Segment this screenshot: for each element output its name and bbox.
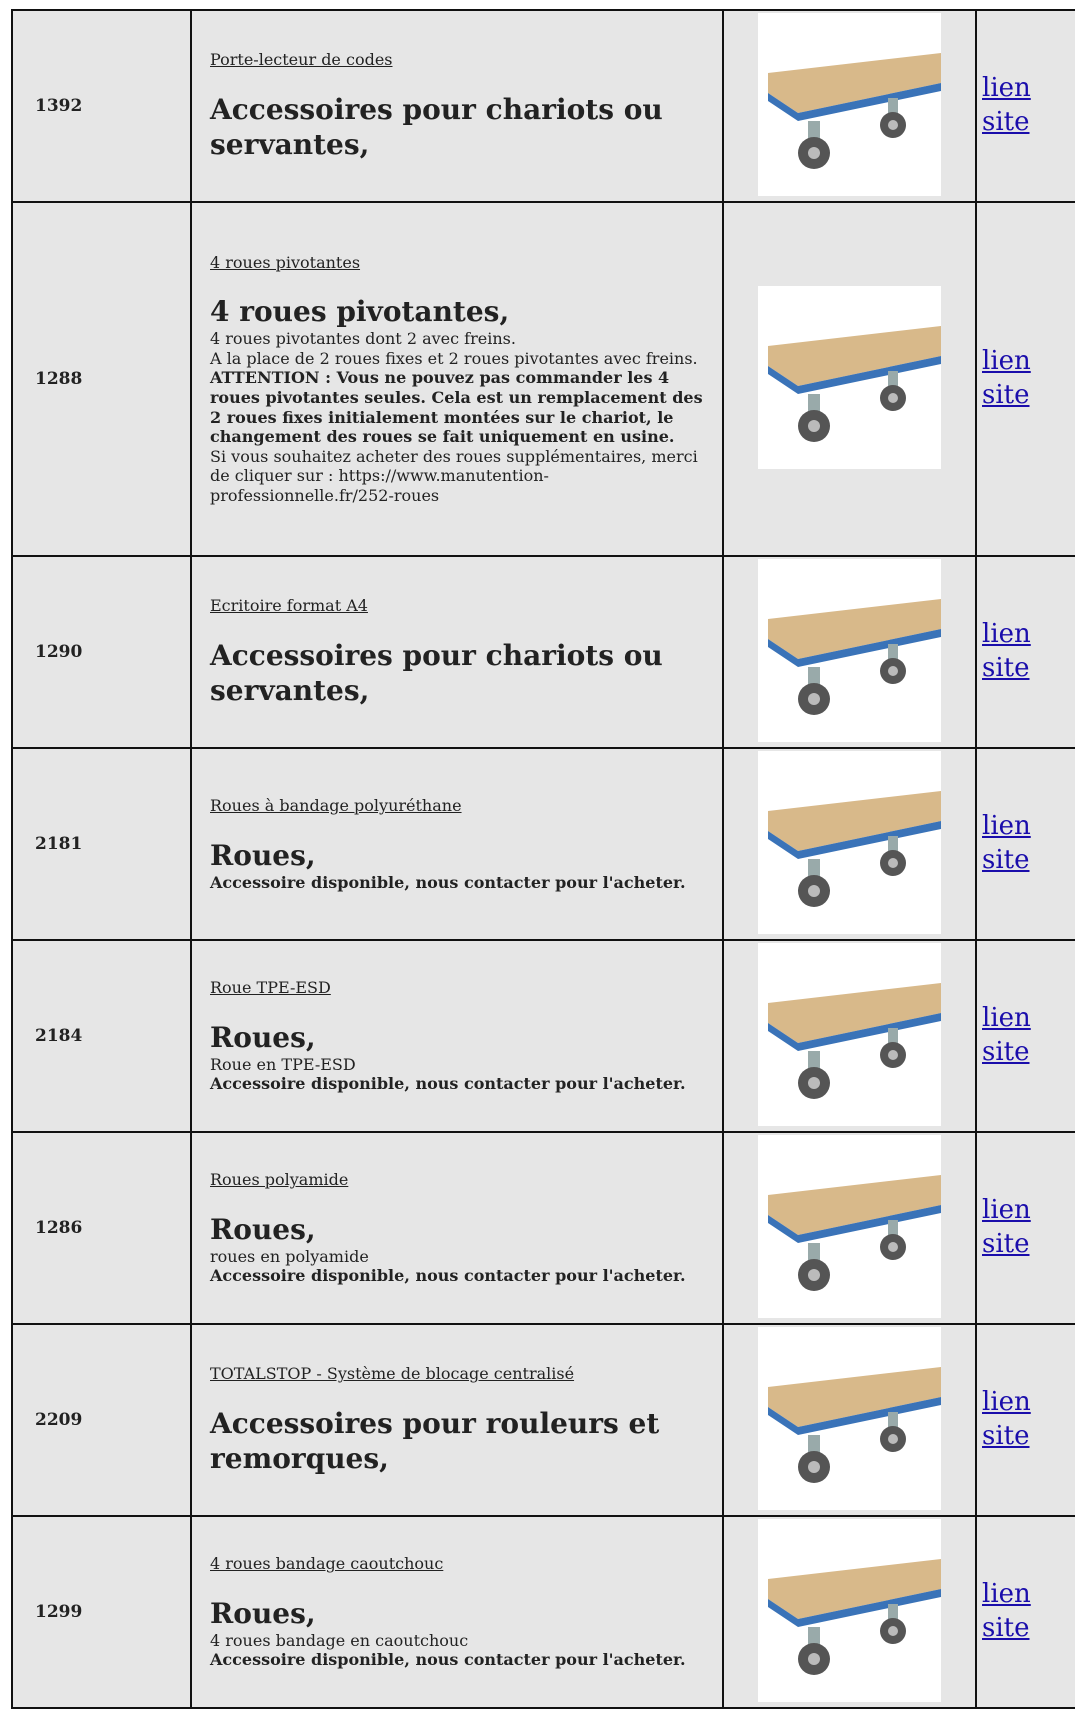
detail-text: Accessoire disponible, nous contacter po… <box>210 872 686 892</box>
link-cell: lien site <box>975 555 1075 749</box>
detail-text: 4 roues bandage en caoutchouc <box>210 1630 469 1650</box>
product-id: 2184 <box>11 939 192 1133</box>
product-image <box>768 790 941 907</box>
product-link[interactable]: 4 roues pivotantes <box>210 252 361 272</box>
description-cell: 4 roues bandage caoutchouc Roues, 4 roues … <box>190 1515 724 1709</box>
description-cell: Roues polyamide Roues, roues en polyamide A… <box>190 1131 724 1325</box>
accessories-table: 1392 Porte-lecteur de codes Accessoires po… <box>11 9 1075 1709</box>
product-image <box>768 325 941 442</box>
product-image <box>768 1366 941 1483</box>
image-frame <box>758 750 941 934</box>
detail-text: Accessoire disponible, nous contacter po… <box>210 1650 686 1670</box>
image-frame <box>758 1518 941 1702</box>
site-link[interactable]: lien site <box>982 346 1031 410</box>
image-frame <box>758 285 941 469</box>
image-cell <box>722 9 977 203</box>
table-row: 1290 Ecritoire format A4 Accessoires pour … <box>11 555 1075 749</box>
category-heading: Roues, <box>210 1596 316 1630</box>
description-cell: TOTALSTOP - Système de blocage centralis… <box>190 1323 724 1517</box>
product-id: 1299 <box>11 1515 192 1709</box>
table-row: 1286 Roues polyamide Roues, roues en polyam… <box>11 1131 1075 1325</box>
link-cell: lien site <box>975 1131 1075 1325</box>
category-heading: Roues, <box>210 1020 316 1054</box>
description-cell: Roue TPE-ESD Roues, Roue en TPE-ESD Accesso… <box>190 939 724 1133</box>
detail-text: Si vous souhaitez acheter des roues supp… <box>210 446 698 505</box>
table-body: 1392 Porte-lecteur de codes Accessoires po… <box>11 9 1075 1709</box>
link-cell: lien site <box>975 939 1075 1133</box>
product-link[interactable]: Roues polyamide <box>210 1170 349 1190</box>
image-frame <box>758 942 941 1126</box>
detail-text: roues en polyamide <box>210 1246 369 1266</box>
link-cell: lien site <box>975 1515 1075 1709</box>
category-heading: Accessoires pour chariots ou servantes, <box>210 638 663 707</box>
product-link[interactable]: Roue TPE-ESD <box>210 978 331 998</box>
product-image <box>768 52 941 169</box>
product-link[interactable]: Roues à bandage polyuréthane <box>210 795 462 815</box>
image-cell <box>722 555 977 749</box>
site-link[interactable]: lien site <box>982 73 1031 137</box>
product-image <box>768 1558 941 1675</box>
detail-text: 4 roues pivotantes dont 2 avec freins. <box>210 329 516 349</box>
product-id: 1286 <box>11 1131 192 1325</box>
link-cell: lien site <box>975 9 1075 203</box>
site-link[interactable]: lien site <box>982 1195 1031 1259</box>
product-id: 1290 <box>11 555 192 749</box>
link-cell: lien site <box>975 747 1075 941</box>
detail-text: Accessoire disponible, nous contacter po… <box>210 1074 686 1094</box>
image-frame <box>758 558 941 742</box>
category-heading: Roues, <box>210 838 316 872</box>
product-image <box>768 598 941 715</box>
description-cell: 4 roues pivotantes 4 roues pivotantes, 4 r… <box>190 201 724 557</box>
link-cell: lien site <box>975 201 1075 557</box>
image-cell <box>722 201 977 557</box>
product-image <box>768 982 941 1099</box>
image-cell <box>722 939 977 1133</box>
description-cell: Roues à bandage polyuréthane Roues, Access… <box>190 747 724 941</box>
detail-text: ATTENTION : Vous ne pouvez pas commander… <box>210 368 703 447</box>
image-cell <box>722 1131 977 1325</box>
site-link[interactable]: lien site <box>982 1387 1031 1451</box>
table-row: 2181 Roues à bandage polyuréthane Roues, Ac… <box>11 747 1075 941</box>
table-row: 1288 4 roues pivotantes 4 roues pivotantes… <box>11 201 1075 557</box>
description-cell: Porte-lecteur de codes Accessoires pour c… <box>190 9 724 203</box>
product-id: 1288 <box>11 201 192 557</box>
image-cell <box>722 1323 977 1517</box>
product-id: 2209 <box>11 1323 192 1517</box>
site-link[interactable]: lien site <box>982 1003 1031 1067</box>
image-cell <box>722 1515 977 1709</box>
category-heading: Accessoires pour rouleurs et remorques, <box>210 1406 660 1475</box>
product-image <box>768 1174 941 1291</box>
product-link[interactable]: Ecritoire format A4 <box>210 596 368 616</box>
table-row: 2184 Roue TPE-ESD Roues, Roue en TPE-ESD Acc… <box>11 939 1075 1133</box>
product-link[interactable]: Porte-lecteur de codes <box>210 50 393 70</box>
link-cell: lien site <box>975 1323 1075 1517</box>
site-link[interactable]: lien site <box>982 619 1031 683</box>
table-row: 2209 TOTALSTOP - Système de blocage centr… <box>11 1323 1075 1517</box>
detail-text: A la place de 2 roues fixes et 2 roues p… <box>210 348 698 368</box>
product-link[interactable]: TOTALSTOP - Système de blocage centralis… <box>210 1364 575 1384</box>
product-id: 2181 <box>11 747 192 941</box>
table-row: 1299 4 roues bandage caoutchouc Roues, 4 ro… <box>11 1515 1075 1709</box>
site-link[interactable]: lien site <box>982 1579 1031 1643</box>
image-frame <box>758 1134 941 1318</box>
category-heading: Accessoires pour chariots ou servantes, <box>210 92 663 161</box>
description-cell: Ecritoire format A4 Accessoires pour char… <box>190 555 724 749</box>
category-heading: 4 roues pivotantes, <box>210 295 510 329</box>
site-link[interactable]: lien site <box>982 811 1031 875</box>
image-cell <box>722 747 977 941</box>
detail-text: Roue en TPE-ESD <box>210 1054 356 1074</box>
category-heading: Roues, <box>210 1212 316 1246</box>
table-row: 1392 Porte-lecteur de codes Accessoires po… <box>11 9 1075 203</box>
detail-text: Accessoire disponible, nous contacter po… <box>210 1266 686 1286</box>
image-frame <box>758 12 941 196</box>
product-id: 1392 <box>11 9 192 203</box>
product-link[interactable]: 4 roues bandage caoutchouc <box>210 1554 444 1574</box>
image-frame <box>758 1326 941 1510</box>
